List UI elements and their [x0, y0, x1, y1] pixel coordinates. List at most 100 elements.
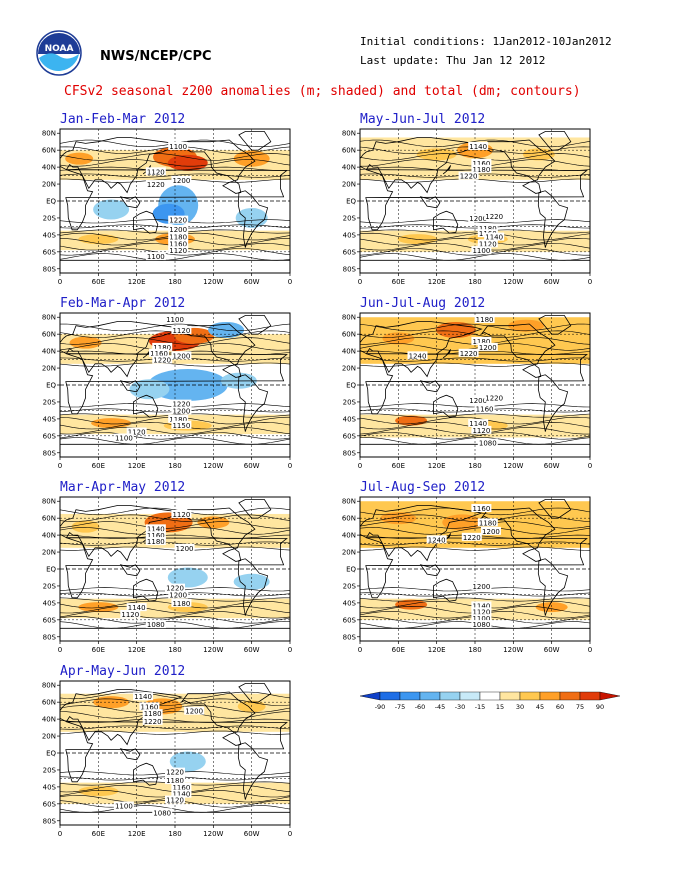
contour-label-bg	[145, 524, 166, 533]
panel-jfm: Jan-Feb-Mar 2012 1100 1220 1200 1120 1220 120…	[42, 112, 292, 286]
lon-tick-label: 120E	[128, 646, 146, 654]
contour-label: 1150	[172, 422, 190, 430]
lon-tick-label: 0	[588, 462, 592, 470]
contour-label: 1200	[172, 177, 190, 185]
contour-label-bg	[184, 706, 205, 715]
lat-tick-label: 80N	[42, 130, 56, 138]
contour-label: 1180	[166, 777, 184, 785]
contour-label-bg	[152, 808, 173, 817]
lat-tick-label: 20S	[43, 582, 57, 590]
contour-label: 1180	[172, 600, 190, 608]
lon-tick-label: 180	[468, 462, 481, 470]
contour-label: 1080	[479, 440, 497, 448]
contour-label: 1160	[141, 703, 159, 711]
lon-tick-label: 180	[168, 278, 181, 286]
lon-tick-label: 0	[288, 830, 292, 838]
lat-tick-label: 80S	[343, 265, 357, 273]
colorbar-swatch	[359, 691, 381, 701]
coastline	[481, 323, 556, 378]
lon-tick-label: 60W	[544, 462, 560, 470]
lat-tick-label: 60S	[343, 248, 357, 256]
lon-tick-label: 0	[288, 462, 292, 470]
coastline	[360, 259, 590, 273]
lat-tick-label: EQ	[46, 566, 56, 574]
contour-label: 1140	[472, 602, 490, 610]
coastline	[133, 762, 159, 786]
contour-label-bg	[152, 342, 173, 351]
lon-tick-label: 120W	[203, 646, 223, 654]
contour-label-bg	[474, 314, 495, 323]
lat-tick-label: 80N	[42, 682, 56, 690]
contour-label: 1200	[482, 528, 500, 536]
contour-label: 1220	[153, 357, 171, 365]
map-chart: 1100112011801160122012001220120011801150…	[42, 312, 292, 470]
contour-label-bg	[126, 603, 147, 612]
colorbar-label: -15	[475, 703, 486, 711]
lon-tick-label: 0	[58, 830, 62, 838]
lon-tick-label: 60W	[244, 646, 260, 654]
panel-mjj: May-Jun-Jul 2012 1140 1160 1180 1220 1200 122…	[342, 112, 592, 286]
contour-line	[360, 343, 590, 351]
colorbar-label: -60	[415, 703, 426, 711]
lat-tick-label: 20S	[343, 398, 357, 406]
coastline	[119, 564, 141, 577]
contour-label: 1120	[169, 247, 187, 255]
panel-title: Jul-Aug-Sep 2012	[360, 480, 486, 495]
contour-label-bg	[171, 789, 192, 798]
contour-label: 1100	[166, 316, 184, 324]
contour-label-bg	[168, 141, 189, 150]
lon-tick-label: 60W	[544, 278, 560, 286]
lat-tick-label: 80N	[342, 314, 356, 322]
lat-tick-label: 20N	[42, 365, 56, 373]
lon-tick-label: 60E	[392, 278, 405, 286]
contour-label-bg	[471, 601, 492, 610]
contour-label: 1160	[172, 784, 190, 792]
coastline	[60, 443, 290, 457]
lat-tick-label: 60N	[42, 147, 56, 155]
contour-label: 1160	[476, 406, 494, 414]
contour-label-bg	[165, 795, 185, 804]
contour-label-bg	[142, 709, 163, 718]
map-chart: 1140116011801220120012201180116011401120…	[342, 128, 592, 286]
noaa-logo-icon: NOAA	[36, 30, 82, 76]
lat-tick-label: 40S	[43, 599, 57, 607]
lon-tick-label: 0	[288, 646, 292, 654]
contour-label: 1200	[469, 215, 487, 223]
coastline	[238, 315, 272, 335]
noaa-logo: NOAA	[36, 30, 82, 76]
colorbar-swatch	[419, 691, 441, 701]
lon-tick-label: 60E	[92, 646, 105, 654]
contour-label: 1200	[169, 226, 187, 234]
contour-label-bg	[468, 396, 489, 405]
contour-line	[60, 711, 290, 719]
contour-label-bg	[165, 776, 185, 785]
contour-label: 1120	[128, 429, 146, 437]
coastline	[360, 627, 590, 641]
contour-label: 1160	[472, 505, 490, 513]
lon-tick-label: 60E	[92, 462, 105, 470]
contour-label: 1080	[153, 809, 171, 817]
colorbar-label: -45	[435, 703, 446, 711]
contour-label: 1120	[479, 240, 497, 248]
colorbar-swatch	[479, 691, 501, 701]
panel-title: Mar-Apr-May 2012	[60, 480, 186, 495]
contour-label-bg	[471, 164, 492, 173]
colorbar-label: 15	[496, 703, 504, 711]
contour-label-bg	[168, 232, 189, 241]
lat-tick-label: 60S	[343, 616, 357, 624]
coastline	[60, 627, 290, 641]
colorbar-label: 75	[576, 703, 584, 711]
contour-label: 1240	[428, 536, 446, 544]
lat-tick-label: EQ	[46, 382, 56, 390]
coastline	[181, 691, 256, 746]
contour-label: 1180	[169, 234, 187, 242]
lat-tick-label: 20N	[342, 365, 356, 373]
lat-tick-label: 40S	[43, 231, 57, 239]
contour-label: 1220	[147, 181, 165, 189]
contour-label-bg	[480, 526, 501, 535]
colorbar-label: -75	[395, 703, 406, 711]
lon-tick-label: 0	[588, 278, 592, 286]
